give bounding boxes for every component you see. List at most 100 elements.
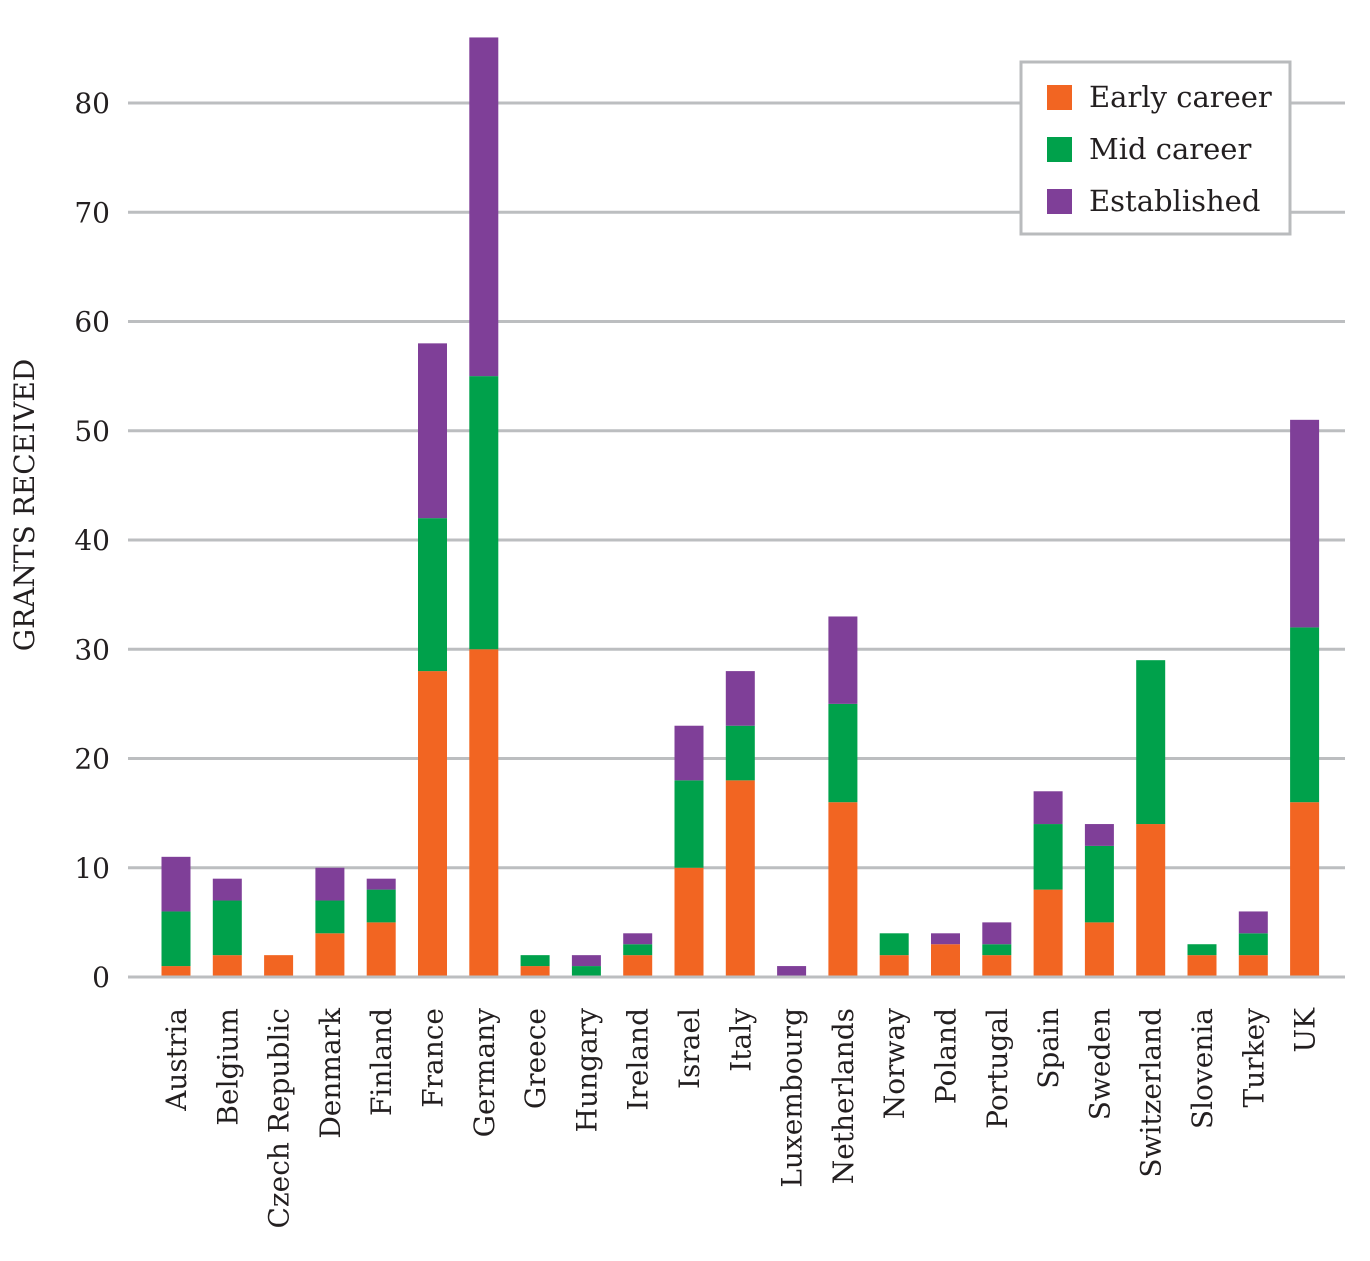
bars [161,37,1320,977]
bar-segment [879,933,909,956]
bar-segment [623,955,653,977]
y-axis-title: GRANTS RECEIVED [8,359,41,651]
bar-segment [264,955,294,977]
y-tick-label: 60 [74,306,110,339]
x-category-label: Luxembourg [776,1008,809,1188]
bar-segment [469,649,499,977]
bar-segment [520,966,550,977]
bar-segment [623,944,653,956]
x-category-label: Italy [724,1008,757,1072]
legend-swatch [1047,137,1072,162]
x-category-label: Germany [468,1008,501,1138]
bar-segment [315,900,345,934]
bar-segment [1238,955,1268,977]
legend-label: Mid career [1089,132,1251,166]
x-category-label: Czech Republic [263,1008,296,1229]
bar-segment [418,671,447,977]
bar-segment [828,802,858,977]
y-tick-label: 40 [74,524,110,557]
x-category-label: Netherlands [827,1008,860,1184]
bar-segment [315,867,345,901]
y-tick-label: 0 [92,961,110,994]
x-category-label: Poland [930,1008,963,1104]
bar-segment [674,867,704,977]
x-category-label: Portugal [981,1008,1014,1129]
y-tick-label: 30 [74,633,110,666]
bar-segment [931,944,960,977]
bar-segment [879,955,909,977]
bar-segment [725,725,755,781]
x-category-label: UK [1289,1007,1322,1053]
bar-segment [571,955,601,967]
bar-segment [1033,889,1063,977]
x-category-label: Sweden [1083,1008,1116,1120]
x-category-label: Hungary [570,1008,603,1132]
bar-segment [828,616,858,704]
bar-segment [1290,419,1320,628]
x-axis-categories: Austria Belgium Czech Republic Denmark Finla… [160,1007,1322,1229]
bar-segment [366,878,396,890]
bar-segment [674,780,704,868]
bar-segment [1084,824,1114,846]
x-category-label: Slovenia [1186,1008,1219,1129]
gridlines [128,101,1345,870]
bar-segment [212,900,242,956]
bar-segment [161,966,191,977]
x-category-label: Spain [1032,1008,1065,1089]
bar-segment [1136,660,1166,825]
x-category-label: Austria [160,1008,193,1112]
x-category-label: Turkey [1237,1008,1270,1108]
bar-segment [1290,802,1320,977]
bar-segment [571,966,601,977]
bar-segment [828,703,858,803]
y-tick-label: 80 [74,87,110,120]
y-tick-label: 70 [74,196,110,229]
bar-segment [1033,791,1063,825]
x-category-label: Israel [673,1008,706,1089]
bar-segment [366,922,396,977]
x-category-label: Finland [365,1008,398,1116]
x-category-label: France [417,1008,450,1108]
bar-segment [1084,922,1114,977]
bar-segment [469,376,499,650]
bar-segment [212,878,242,901]
x-category-label: Norway [878,1008,911,1119]
bar-segment [418,518,447,672]
bar-segment [725,780,755,977]
y-tick-label: 20 [74,743,110,776]
bar-segment [725,671,755,726]
bar-segment [1238,933,1268,956]
bar-segment [418,343,447,519]
y-axis-ticks: 0 10 20 30 40 50 60 70 80 [74,87,110,994]
bar-segment [931,933,960,945]
x-category-label: Switzerland [1135,1008,1168,1178]
bar-segment [777,966,807,977]
bar-segment [469,37,499,377]
y-tick-label: 10 [74,852,110,885]
legend-swatch [1047,189,1072,214]
bar-segment [315,933,345,977]
x-category-label: Denmark [314,1007,347,1139]
bar-segment [623,933,653,945]
legend-swatch [1047,85,1072,110]
y-tick-label: 50 [74,415,110,448]
bar-segment [1238,911,1268,934]
x-category-label: Ireland [622,1008,655,1111]
bar-segment [1187,944,1217,956]
legend-label: Early career [1089,80,1272,114]
x-category-label: Greece [519,1008,552,1109]
x-category-label: Belgium [211,1008,244,1126]
bar-segment [1290,627,1320,803]
bar-segment [1187,955,1217,977]
bar-segment [161,911,191,967]
bar-segment [674,725,704,781]
legend-label: Established [1089,184,1260,218]
bar-segment [1084,845,1114,923]
bar-segment [366,889,396,923]
bar-segment [982,922,1012,945]
bar-segment [1136,824,1166,977]
bar-segment [1033,824,1063,890]
bar-segment [982,944,1012,956]
